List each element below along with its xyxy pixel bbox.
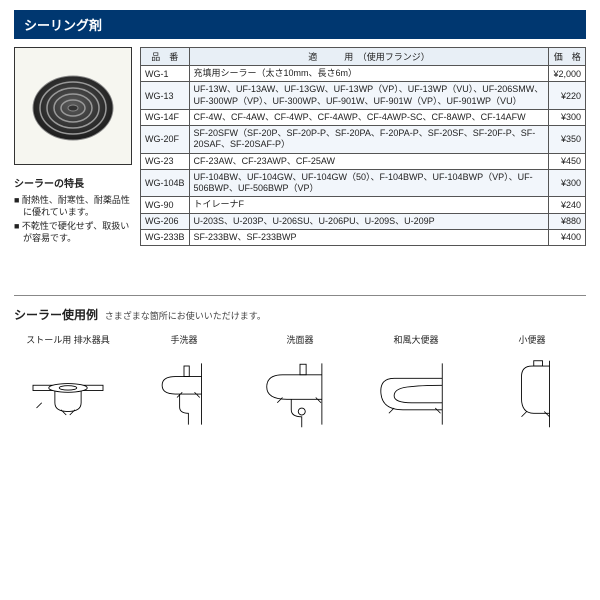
cell-part-number: WG-90 — [141, 197, 190, 213]
feature-item: ■ 耐熱性、耐寒性、耐薬品性に優れています。 — [14, 194, 132, 218]
cell-part-number: WG-20F — [141, 126, 190, 154]
table-row: WG-23CF-23AW、CF-23AWP、CF-25AW¥450 — [141, 153, 586, 169]
cell-price: ¥240 — [549, 197, 586, 213]
drain-icon — [23, 359, 113, 429]
cell-part-number: WG-1 — [141, 66, 190, 82]
usage-item-washbasin: 洗面器 — [246, 333, 354, 432]
cell-price: ¥300 — [549, 109, 586, 125]
handwash-icon — [139, 359, 229, 429]
cell-part-number: WG-206 — [141, 213, 190, 229]
col-price: 価 格 — [549, 48, 586, 66]
table-row: WG-1充填用シーラー（太さ10mm、長さ6m）¥2,000 — [141, 66, 586, 82]
table-row: WG-14FCF-4W、CF-4AW、CF-4WP、CF-4AWP、CF-4AW… — [141, 109, 586, 125]
usage-item-drain: ストール用 排水器具 — [14, 333, 122, 432]
cell-part-number: WG-23 — [141, 153, 190, 169]
cell-price: ¥220 — [549, 82, 586, 110]
section-title: シーリング剤 — [14, 10, 586, 39]
washbasin-icon — [255, 359, 345, 429]
usage-section: シーラー使用例 さまざまな箇所にお使いいただけます。 ストール用 排水器具 手洗… — [14, 295, 586, 432]
usage-title: シーラー使用例 — [14, 308, 98, 322]
usage-item-handwash: 手洗器 — [130, 333, 238, 432]
cell-price: ¥350 — [549, 126, 586, 154]
features-heading: シーラーの特長 — [14, 175, 132, 190]
urinal-icon — [487, 359, 577, 429]
usage-item-toilet: 和風大便器 — [362, 333, 470, 432]
usage-label: 手洗器 — [130, 333, 238, 355]
usage-label: 洗面器 — [246, 333, 354, 355]
cell-description: U-203S、U-203P、U-206SU、U-206PU、U-209S、U-2… — [189, 213, 549, 229]
left-column: シーラーの特長 ■ 耐熱性、耐寒性、耐薬品性に優れています。 ■ 不乾性で硬化せ… — [14, 47, 132, 247]
table-row: WG-13UF-13W、UF-13AW、UF-13GW、UF-13WP（VP）、… — [141, 82, 586, 110]
col-description: 適 用 （使用フランジ） — [189, 48, 549, 66]
usage-item-urinal: 小便器 — [478, 333, 586, 432]
cell-price: ¥2,000 — [549, 66, 586, 82]
cell-price: ¥300 — [549, 169, 586, 197]
cell-description: 充填用シーラー（太さ10mm、長さ6m） — [189, 66, 549, 82]
cell-part-number: WG-14F — [141, 109, 190, 125]
product-image — [14, 47, 132, 165]
cell-description: トイレーナF — [189, 197, 549, 213]
cell-price: ¥880 — [549, 213, 586, 229]
cell-description: CF-23AW、CF-23AWP、CF-25AW — [189, 153, 549, 169]
col-part-number: 品 番 — [141, 48, 190, 66]
table-row: WG-233BSF-233BW、SF-233BWP¥400 — [141, 229, 586, 245]
usage-label: 小便器 — [478, 333, 586, 355]
cell-description: SF-20SFW（SF-20P、SF-20P-P、SF-20PA、F-20PA-… — [189, 126, 549, 154]
upper-section: シーラーの特長 ■ 耐熱性、耐寒性、耐薬品性に優れています。 ■ 不乾性で硬化せ… — [14, 47, 586, 247]
cell-part-number: WG-104B — [141, 169, 190, 197]
table-row: WG-104BUF-104BW、UF-104GW、UF-104GW（50）、F-… — [141, 169, 586, 197]
usage-label: 和風大便器 — [362, 333, 470, 355]
table-row: WG-90トイレーナF¥240 — [141, 197, 586, 213]
cell-price: ¥450 — [549, 153, 586, 169]
feature-item: ■ 不乾性で硬化せず、取扱いが容易です。 — [14, 220, 132, 244]
cell-price: ¥400 — [549, 229, 586, 245]
cell-part-number: WG-233B — [141, 229, 190, 245]
table-row: WG-206U-203S、U-203P、U-206SU、U-206PU、U-20… — [141, 213, 586, 229]
cell-description: CF-4W、CF-4AW、CF-4WP、CF-4AWP、CF-4AWP-SC、C… — [189, 109, 549, 125]
table-container: 品 番 適 用 （使用フランジ） 価 格 WG-1充填用シーラー（太さ10mm、… — [140, 47, 586, 247]
cell-description: SF-233BW、SF-233BWP — [189, 229, 549, 245]
cell-description: UF-104BW、UF-104GW、UF-104GW（50）、F-104BWP、… — [189, 169, 549, 197]
usage-subtitle: さまざまな箇所にお使いいただけます。 — [105, 311, 266, 321]
features-list: ■ 耐熱性、耐寒性、耐薬品性に優れています。 ■ 不乾性で硬化せず、取扱いが容易… — [14, 194, 132, 245]
cell-description: UF-13W、UF-13AW、UF-13GW、UF-13WP（VP）、UF-13… — [189, 82, 549, 110]
table-row: WG-20FSF-20SFW（SF-20P、SF-20P-P、SF-20PA、F… — [141, 126, 586, 154]
product-table: 品 番 適 用 （使用フランジ） 価 格 WG-1充填用シーラー（太さ10mm、… — [140, 47, 586, 246]
usage-row: ストール用 排水器具 手洗器 — [14, 333, 586, 432]
cell-part-number: WG-13 — [141, 82, 190, 110]
usage-label: ストール用 排水器具 — [14, 333, 122, 355]
toilet-icon — [371, 359, 461, 429]
